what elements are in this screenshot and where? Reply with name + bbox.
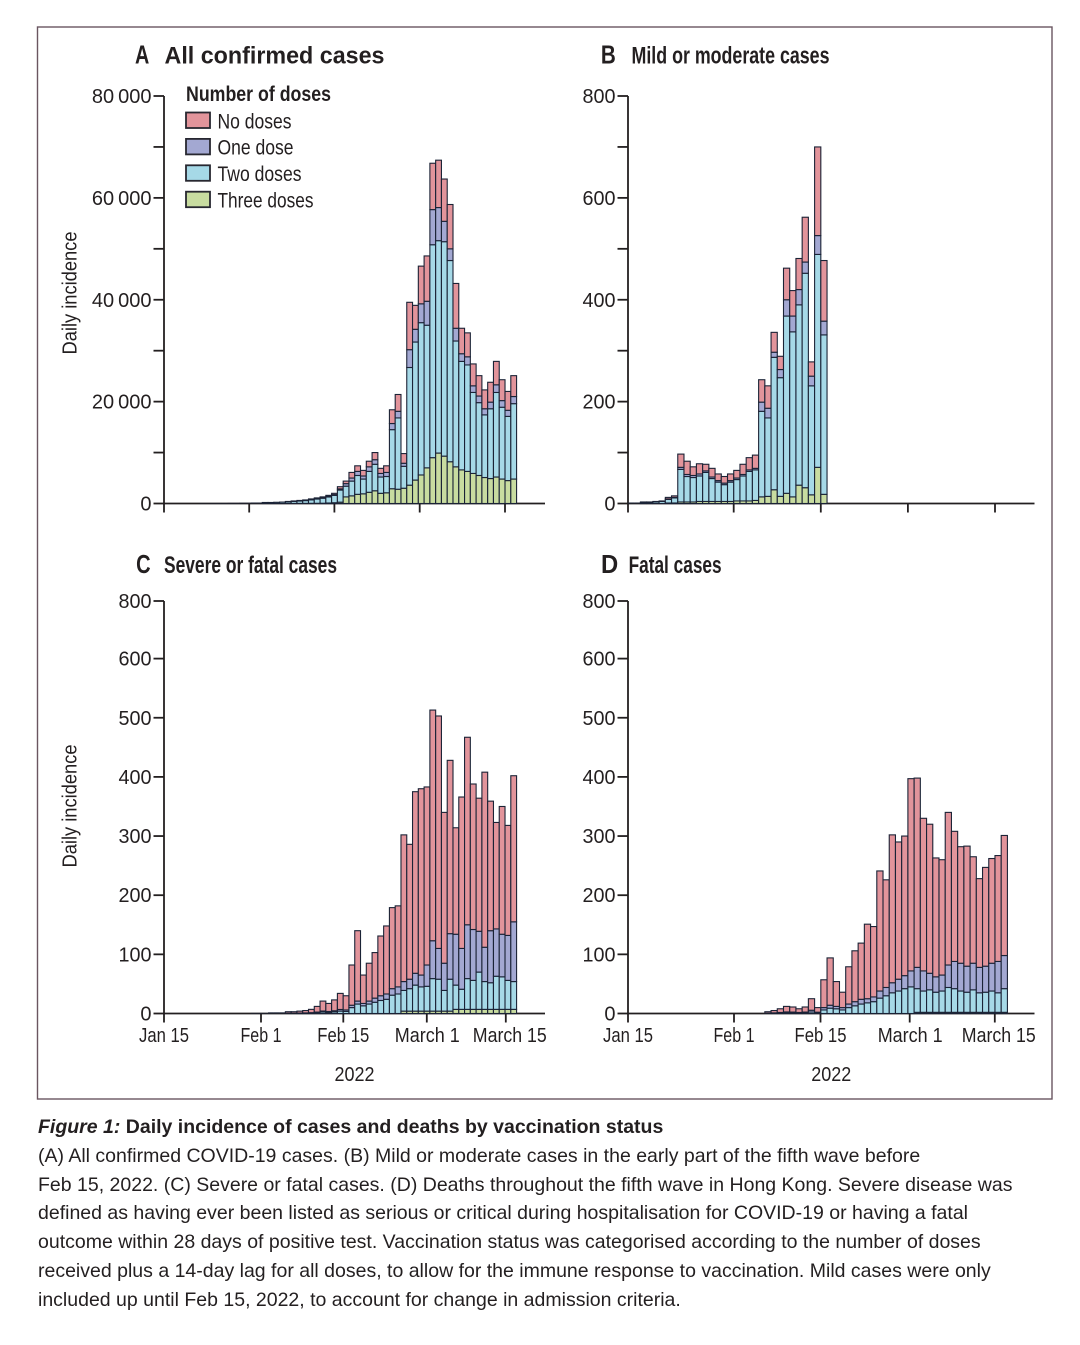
svg-text:200: 200 <box>583 885 616 907</box>
svg-text:500: 500 <box>119 708 152 730</box>
svg-text:20 000: 20 000 <box>92 392 152 414</box>
svg-text:C: C <box>136 549 151 579</box>
svg-text:60 000: 60 000 <box>92 188 152 210</box>
svg-text:300: 300 <box>583 826 616 848</box>
svg-text:800: 800 <box>583 86 616 108</box>
svg-text:Feb 1: Feb 1 <box>241 1025 282 1047</box>
svg-text:One dose: One dose <box>218 137 294 160</box>
svg-text:80 000: 80 000 <box>92 86 152 108</box>
svg-text:March 15: March 15 <box>962 1025 1036 1047</box>
svg-text:Daily incidence: Daily incidence <box>60 232 82 355</box>
svg-text:0: 0 <box>604 494 615 516</box>
svg-text:Fatal cases: Fatal cases <box>629 552 722 579</box>
svg-text:300: 300 <box>119 826 152 848</box>
svg-text:400: 400 <box>583 767 616 789</box>
svg-text:Mild or moderate cases: Mild or moderate cases <box>632 43 830 70</box>
svg-text:A: A <box>135 40 149 70</box>
svg-text:Jan 15: Jan 15 <box>139 1025 189 1047</box>
svg-text:100: 100 <box>119 944 152 966</box>
svg-text:No doses: No doses <box>218 110 292 133</box>
svg-text:Feb 15: Feb 15 <box>795 1025 847 1047</box>
svg-text:D: D <box>601 549 618 579</box>
svg-text:March 1: March 1 <box>395 1025 460 1047</box>
svg-text:March 1: March 1 <box>878 1025 943 1047</box>
svg-text:2022: 2022 <box>811 1064 851 1086</box>
svg-text:Daily incidence: Daily incidence <box>60 745 82 868</box>
svg-text:500: 500 <box>583 708 616 730</box>
svg-text:Jan 15: Jan 15 <box>603 1025 653 1047</box>
svg-text:200: 200 <box>119 885 152 907</box>
svg-text:600: 600 <box>583 188 616 210</box>
svg-text:40 000: 40 000 <box>92 290 152 312</box>
svg-text:200: 200 <box>583 392 616 414</box>
svg-text:Feb 15: Feb 15 <box>317 1025 369 1047</box>
svg-text:Two doses: Two doses <box>218 163 302 186</box>
svg-text:Number of doses: Number of doses <box>186 83 331 106</box>
svg-text:400: 400 <box>583 290 616 312</box>
svg-text:800: 800 <box>583 591 616 613</box>
svg-text:400: 400 <box>119 767 152 789</box>
svg-text:100: 100 <box>583 944 616 966</box>
svg-text:All confirmed cases: All confirmed cases <box>165 43 385 70</box>
svg-text:600: 600 <box>119 649 152 671</box>
svg-text:Severe or fatal cases: Severe or fatal cases <box>164 552 337 579</box>
svg-text:Feb 1: Feb 1 <box>714 1025 755 1047</box>
svg-text:800: 800 <box>119 591 152 613</box>
svg-text:Three doses: Three doses <box>218 190 314 213</box>
svg-text:0: 0 <box>604 1004 615 1026</box>
svg-text:2022: 2022 <box>335 1064 375 1086</box>
svg-text:0: 0 <box>140 1004 151 1026</box>
svg-text:0: 0 <box>140 494 151 516</box>
svg-text:B: B <box>601 40 616 70</box>
svg-text:600: 600 <box>583 649 616 671</box>
svg-text:March 15: March 15 <box>473 1025 547 1047</box>
